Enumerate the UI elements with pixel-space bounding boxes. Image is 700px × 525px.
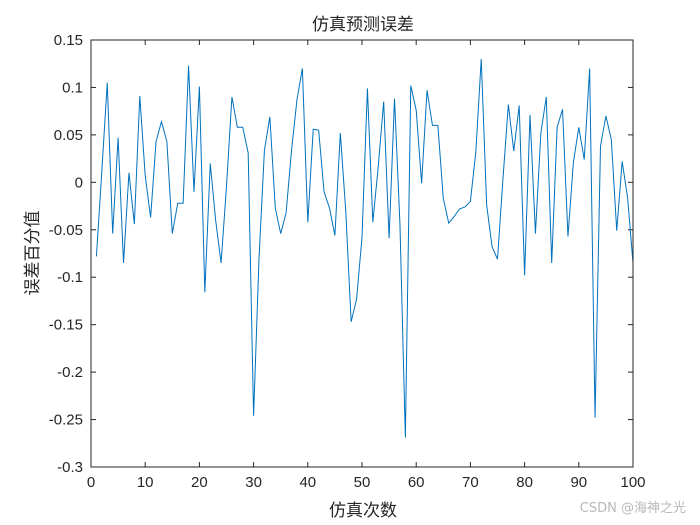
y-tick-label: -0.1 [57,269,83,286]
x-tick-label: 70 [462,474,479,491]
x-tick-label: 90 [570,474,587,491]
y-tick-label: 0.05 [54,127,83,144]
x-tick-label: 100 [620,474,645,491]
x-tick-label: 10 [137,474,154,491]
x-tick-label: 80 [516,474,533,491]
y-tick-label: -0.2 [57,364,83,381]
x-tick-label: 0 [87,474,95,491]
y-tick-label: -0.25 [49,412,83,429]
x-tick-label: 20 [191,474,208,491]
x-tick-label: 60 [408,474,425,491]
x-axis-label: 仿真次数 [329,501,397,521]
axes-background [91,40,633,467]
axes-box [90,39,634,468]
x-tick-label: 50 [354,474,371,491]
y-tick-label: -0.15 [49,317,83,334]
x-tick-label: 40 [299,474,316,491]
watermark: CSDN @海神之光 [580,501,686,516]
y-tick-label: 0 [75,174,83,191]
y-tick-label: 0.15 [54,32,83,49]
y-tick-label: -0.05 [49,222,83,239]
y-tick-label: -0.3 [57,459,83,476]
plot-area: 0 10 20 30 40 50 60 70 80 90 100 -0.3 -0.25 -0.2 -0.15… [49,32,646,491]
chart-title: 仿真预测误差 [312,15,414,35]
y-axis-label: 误差百分值 [23,211,43,296]
series-line-0 [95,58,634,438]
x-tick-label: 30 [245,474,262,491]
y-tick-label: 0.1 [62,79,83,96]
